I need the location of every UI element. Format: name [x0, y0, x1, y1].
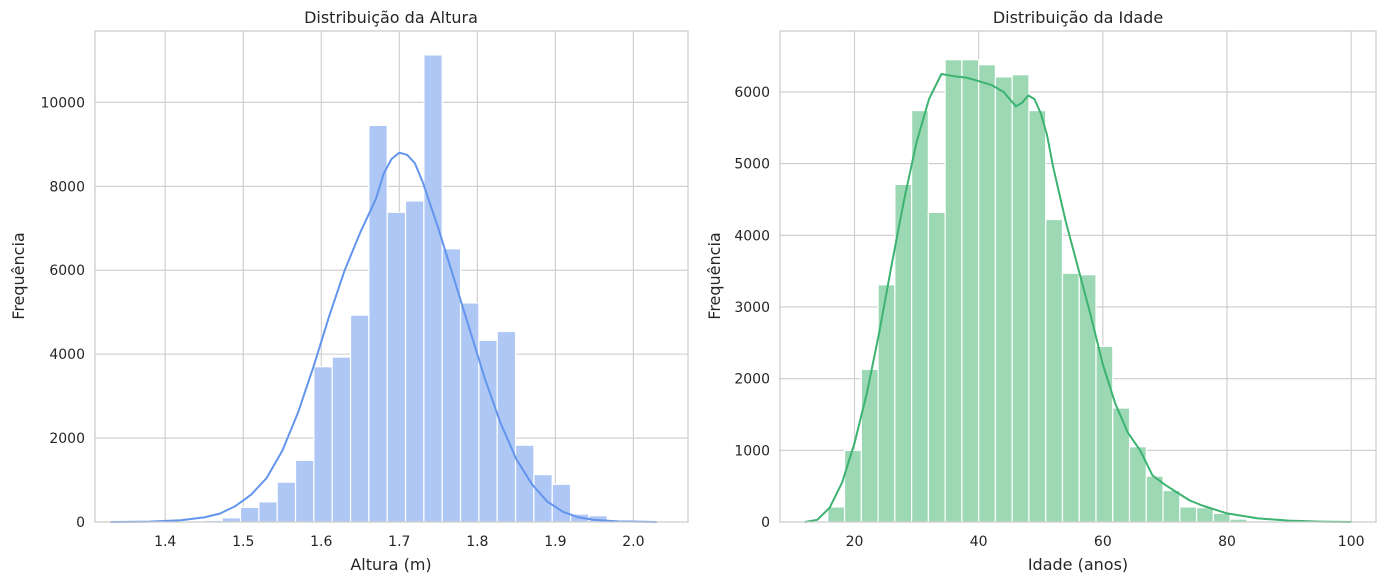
age-histogram-bar — [962, 60, 979, 522]
height-histogram-bar — [277, 482, 295, 522]
height-xtick-label: 1.9 — [544, 534, 566, 550]
height-xtick-label: 2.0 — [622, 534, 644, 550]
height-ytick-label: 8000 — [49, 179, 85, 195]
height-chart-title: Distribuição da Altura — [304, 8, 478, 27]
height-histogram-bar — [461, 303, 479, 522]
age-ytick-label: 0 — [761, 515, 770, 531]
age-histogram-bar — [1113, 408, 1130, 522]
height-histogram-bar — [369, 125, 387, 522]
age-xtick-label: 100 — [1338, 534, 1365, 550]
age-histogram-bar — [995, 77, 1012, 522]
age-xtick-label: 80 — [1218, 534, 1236, 550]
height-ytick-label: 0 — [76, 515, 85, 531]
height-x-axis-label: Altura (m) — [350, 555, 431, 574]
age-histogram-bar — [912, 111, 929, 522]
height-histogram-bar — [332, 357, 350, 522]
height-histogram-bar — [241, 507, 259, 522]
age-histogram-bar — [861, 369, 878, 522]
age-histogram-bar — [1012, 75, 1029, 522]
age-xtick-label: 20 — [846, 534, 864, 550]
age-histogram-bar — [828, 507, 845, 522]
height-histogram-bar — [314, 367, 332, 522]
age-histogram-bar — [1163, 490, 1180, 522]
age-y-axis-label: Frequência — [705, 232, 724, 319]
age-histogram-bar — [928, 212, 945, 522]
height-xtick-label: 1.4 — [154, 534, 176, 550]
height-xtick-label: 1.7 — [388, 534, 410, 550]
age-ytick-label: 4000 — [734, 228, 770, 244]
age-histogram-bar — [1029, 111, 1046, 522]
age-chart-title: Distribuição da Idade — [993, 8, 1163, 27]
height-histogram-bar — [497, 331, 515, 522]
age-histogram-bar — [979, 65, 996, 522]
height-histogram-bar — [424, 55, 442, 522]
height-histogram-bar — [406, 201, 424, 522]
height-histogram-bar — [296, 460, 314, 522]
height-ytick-label: 2000 — [49, 431, 85, 447]
height-histogram-panel: 1.4 1.5 1.6 1.7 1.8 1.9 2.0 0 2000 4000 6000 8000 10… — [9, 8, 688, 574]
age-ytick-label: 2000 — [734, 372, 770, 388]
height-xtick-label: 1.6 — [310, 534, 332, 550]
height-ytick-label: 6000 — [49, 263, 85, 279]
age-ytick-label: 5000 — [734, 157, 770, 173]
age-histogram-bar — [1096, 346, 1113, 522]
height-histogram-bar — [552, 484, 570, 522]
age-histogram-bar — [1213, 513, 1230, 522]
age-histogram-bar — [1062, 273, 1079, 522]
age-ytick-label: 1000 — [734, 443, 770, 459]
height-xtick-label: 1.8 — [466, 534, 488, 550]
height-histogram-bar — [222, 518, 240, 522]
age-histogram-bar — [845, 450, 862, 522]
age-histogram-bar — [1079, 275, 1096, 522]
age-histogram-bar — [945, 60, 962, 522]
age-xtick-label: 60 — [1094, 534, 1112, 550]
height-xtick-label: 1.5 — [232, 534, 254, 550]
height-ytick-label: 10000 — [40, 95, 85, 111]
age-histogram-bar — [1146, 476, 1163, 522]
age-histogram-bar — [1046, 220, 1063, 522]
age-histogram-bar — [1197, 508, 1214, 522]
height-histogram-bar — [387, 212, 405, 522]
height-ytick-label: 4000 — [49, 347, 85, 363]
height-histogram-bar — [259, 502, 277, 522]
age-ytick-label: 3000 — [734, 300, 770, 316]
age-x-axis-label: Idade (anos) — [1028, 555, 1128, 574]
age-histogram-bar — [1180, 507, 1197, 522]
height-y-axis-label: Frequência — [9, 232, 28, 319]
height-histogram-bar — [351, 315, 369, 522]
age-ytick-label: 6000 — [734, 85, 770, 101]
age-xtick-label: 40 — [970, 534, 988, 550]
